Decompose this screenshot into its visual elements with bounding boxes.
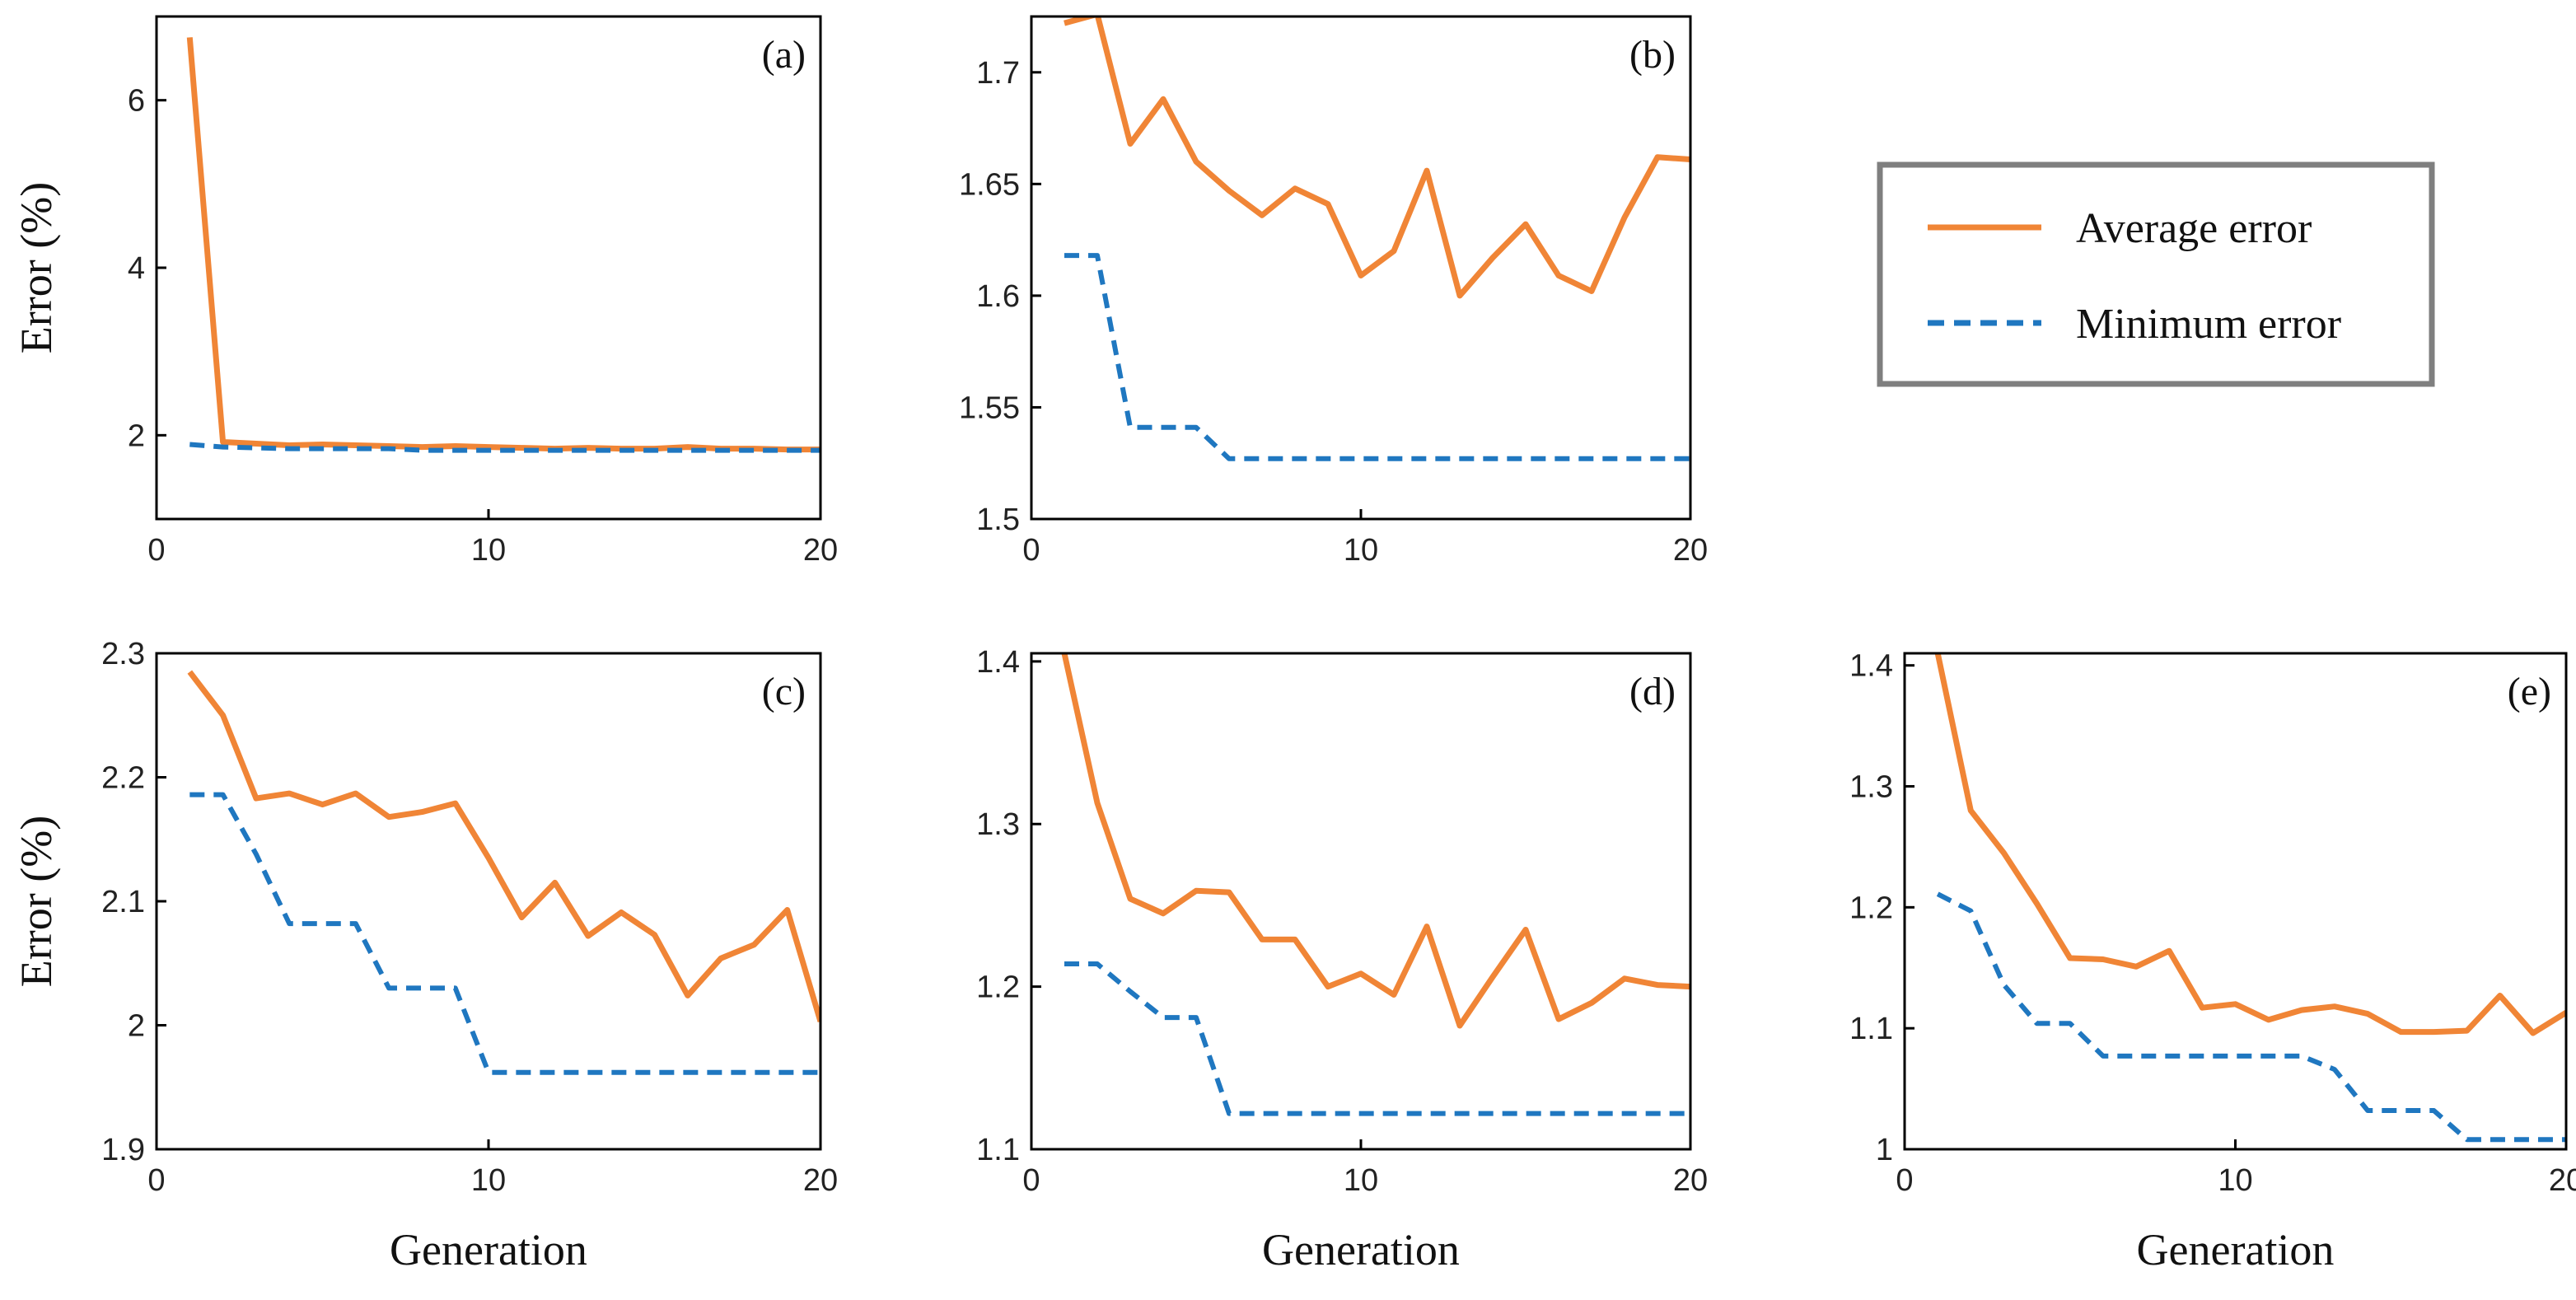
y-tick-label: 4 bbox=[128, 251, 145, 286]
y-tick-label: 2.1 bbox=[101, 885, 145, 919]
legend-average-label: Average error bbox=[2076, 205, 2312, 252]
panel-d: 0 10 20 1.1 1.2 1.3 1.4 (d) Generation bbox=[976, 645, 1708, 1274]
x-tick-label: 10 bbox=[471, 533, 506, 568]
legend: Average error Minimum error bbox=[1877, 161, 2435, 387]
x-tick-label: 20 bbox=[803, 533, 838, 568]
x-tick-label: 10 bbox=[1344, 533, 1378, 568]
y-tick-label: 1.3 bbox=[1849, 770, 1893, 805]
y-tick-label: 1.1 bbox=[1849, 1012, 1893, 1046]
legend-box bbox=[1877, 161, 2435, 387]
x-tick-label: 10 bbox=[1344, 1163, 1378, 1198]
y-axis-label: Error (%) bbox=[12, 182, 61, 353]
panel-label-e: (e) bbox=[2508, 670, 2551, 713]
x-tick-label: 0 bbox=[1022, 1163, 1040, 1198]
y-tick-label: 1.9 bbox=[101, 1133, 145, 1167]
x-axis-label: Generation bbox=[390, 1225, 587, 1274]
y-tick-label: 1.4 bbox=[976, 645, 1020, 680]
x-axis-label: Generation bbox=[2137, 1225, 2335, 1274]
minimum-error-line-a bbox=[189, 442, 820, 453]
x-tick-label: 0 bbox=[1896, 1163, 1913, 1198]
legend-minimum-label: Minimum error bbox=[2076, 301, 2341, 348]
axes-box-e bbox=[1903, 652, 2568, 1151]
y-tick-label: 1.55 bbox=[959, 390, 1020, 425]
panel-c: 0 10 20 1.9 2 2.1 2.2 2.3 (c) Generation Error (%) bbox=[12, 637, 838, 1274]
x-tick-label: 10 bbox=[2218, 1163, 2252, 1198]
minimum-error-line-d bbox=[1064, 961, 1690, 1116]
panel-label-a: (a) bbox=[762, 33, 806, 77]
panel-e: 0 10 20 1 1.1 1.2 1.3 1.4 (e) Generation bbox=[1849, 649, 2576, 1274]
axes-box-b bbox=[1030, 15, 1692, 521]
y-tick-label: 2 bbox=[128, 419, 145, 453]
y-tick-label: 1.6 bbox=[976, 279, 1020, 314]
x-tick-label: 0 bbox=[147, 1163, 165, 1198]
panel-label-c: (c) bbox=[762, 670, 806, 713]
x-tick-label: 20 bbox=[1673, 1163, 1708, 1198]
panel-b: 0 10 20 1.5 1.55 1.6 1.65 1.7 (b) bbox=[959, 15, 1708, 568]
y-axis-label: Error (%) bbox=[12, 816, 61, 987]
average-error-line-a bbox=[186, 37, 820, 453]
x-tick-label: 20 bbox=[2549, 1163, 2576, 1198]
panel-label-d: (d) bbox=[1629, 670, 1676, 713]
y-tick-label: 2.2 bbox=[101, 761, 145, 796]
x-tick-label: 20 bbox=[1673, 533, 1708, 568]
y-tick-label: 1.5 bbox=[976, 503, 1020, 537]
x-axis-label: Generation bbox=[1262, 1225, 1460, 1274]
average-error-line-d bbox=[1061, 653, 1690, 1029]
y-tick-label: 1.2 bbox=[976, 970, 1020, 1005]
x-tick-label: 10 bbox=[471, 1163, 506, 1198]
y-tick-label: 2 bbox=[128, 1009, 145, 1044]
average-error-line-b bbox=[1064, 16, 1690, 299]
y-tick-label: 1 bbox=[1876, 1133, 1893, 1167]
y-tick-label: 2.3 bbox=[101, 637, 145, 671]
panel-a: 0 10 20 2 4 6 (a) Error (%) bbox=[12, 15, 838, 568]
minimum-error-line-b bbox=[1064, 253, 1690, 461]
y-tick-label: 1.1 bbox=[976, 1133, 1020, 1167]
panel-label-b: (b) bbox=[1629, 33, 1676, 77]
minimum-error-line-e bbox=[1936, 891, 2566, 1143]
y-tick-label: 1.65 bbox=[959, 167, 1020, 202]
x-tick-label: 20 bbox=[803, 1163, 838, 1198]
y-tick-label: 6 bbox=[128, 84, 145, 119]
average-error-line-c bbox=[187, 670, 820, 1022]
average-error-line-e bbox=[1934, 653, 2566, 1036]
x-tick-label: 0 bbox=[147, 533, 165, 568]
y-tick-label: 1.2 bbox=[1849, 891, 1893, 925]
y-tick-label: 1.7 bbox=[976, 56, 1020, 91]
y-tick-label: 1.3 bbox=[976, 807, 1020, 842]
x-tick-label: 0 bbox=[1022, 533, 1040, 568]
minimum-error-line-c bbox=[189, 792, 820, 1075]
y-tick-label: 1.4 bbox=[1849, 649, 1893, 684]
